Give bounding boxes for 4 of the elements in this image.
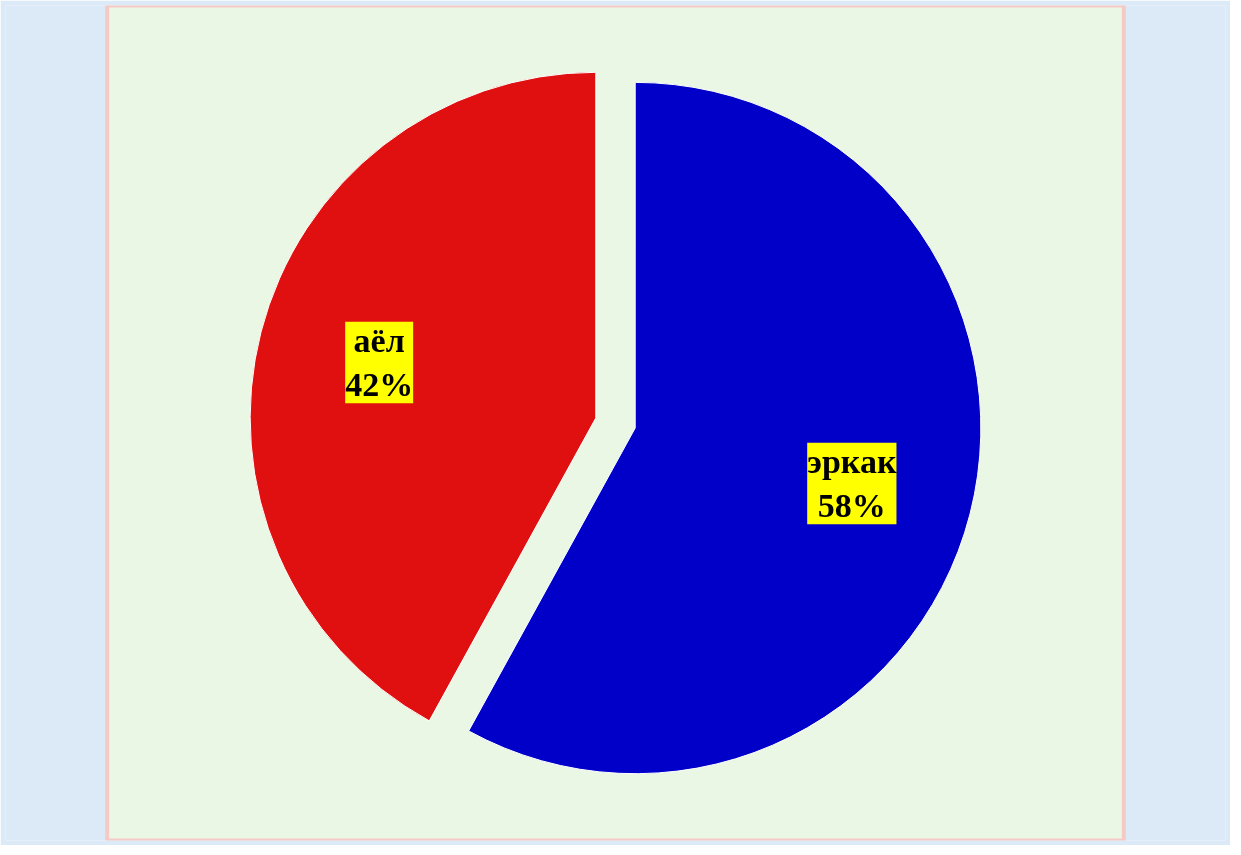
slice-label: эркак: [807, 442, 897, 480]
slice-label: аёл: [353, 321, 405, 359]
data-label: 42%: [345, 366, 414, 404]
data-label: 58%: [817, 487, 886, 525]
